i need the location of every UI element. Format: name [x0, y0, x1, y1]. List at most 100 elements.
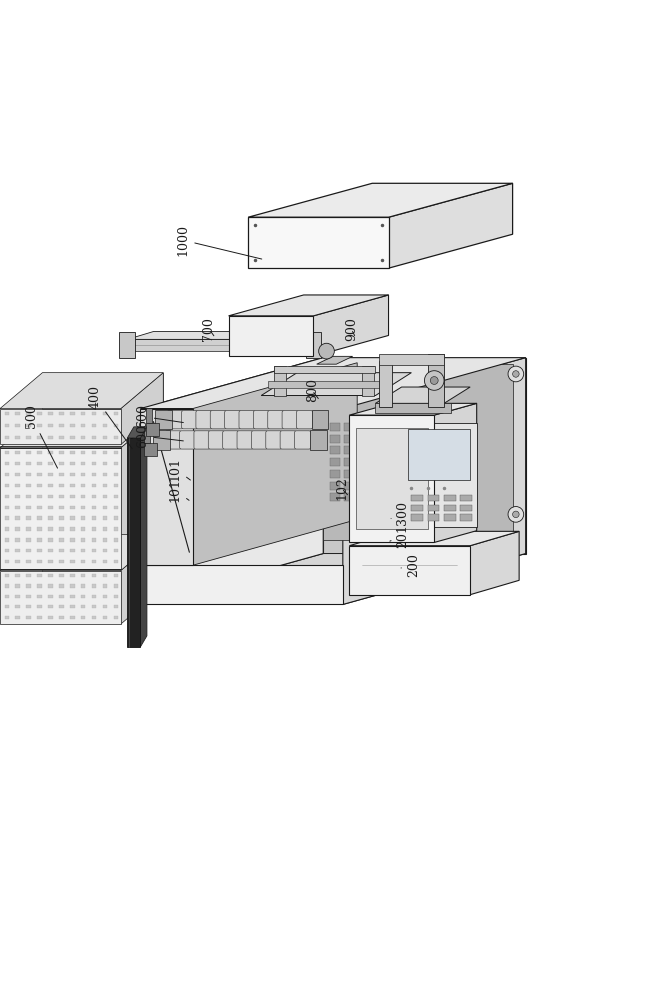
Polygon shape — [408, 429, 470, 480]
Polygon shape — [146, 423, 159, 436]
Polygon shape — [140, 554, 526, 604]
Bar — [81, 516, 86, 520]
Polygon shape — [349, 546, 470, 595]
Bar — [37, 412, 42, 415]
Polygon shape — [387, 435, 398, 443]
Bar — [92, 495, 97, 498]
Polygon shape — [0, 571, 121, 624]
Polygon shape — [356, 428, 428, 529]
Polygon shape — [358, 493, 369, 501]
Bar — [70, 506, 74, 509]
Bar — [81, 506, 86, 509]
Polygon shape — [127, 438, 140, 647]
Polygon shape — [349, 415, 434, 542]
Bar — [103, 451, 107, 454]
Bar — [428, 514, 439, 521]
Bar — [81, 412, 86, 415]
Bar — [81, 527, 86, 531]
Bar — [26, 424, 31, 427]
Bar — [114, 538, 118, 542]
Bar — [26, 605, 31, 608]
Bar — [16, 424, 20, 427]
Polygon shape — [330, 435, 340, 443]
FancyBboxPatch shape — [295, 431, 311, 449]
Bar — [103, 574, 107, 577]
Circle shape — [508, 507, 524, 522]
Bar — [16, 549, 20, 552]
Bar — [48, 527, 53, 531]
Bar — [59, 560, 64, 563]
Text: 300: 300 — [391, 501, 409, 525]
Bar — [37, 462, 42, 465]
FancyBboxPatch shape — [266, 431, 282, 449]
Polygon shape — [344, 470, 355, 478]
Bar — [92, 451, 97, 454]
Circle shape — [319, 343, 334, 359]
Polygon shape — [330, 493, 340, 501]
FancyBboxPatch shape — [280, 431, 296, 449]
Polygon shape — [0, 448, 121, 569]
Bar — [16, 527, 20, 531]
Polygon shape — [0, 409, 121, 444]
Bar — [16, 462, 20, 465]
Bar — [37, 516, 42, 520]
Polygon shape — [261, 373, 411, 396]
FancyBboxPatch shape — [167, 411, 183, 429]
Bar — [37, 484, 42, 487]
Polygon shape — [387, 458, 398, 466]
Bar — [103, 412, 107, 415]
Bar — [114, 506, 118, 509]
Text: 201: 201 — [390, 524, 409, 548]
Bar — [59, 584, 64, 588]
Polygon shape — [362, 366, 374, 396]
Polygon shape — [0, 373, 163, 409]
Bar — [48, 595, 53, 598]
Polygon shape — [274, 366, 375, 373]
Bar — [103, 516, 107, 520]
Bar — [81, 616, 86, 619]
Bar — [48, 473, 53, 476]
Polygon shape — [344, 458, 355, 466]
Bar — [114, 424, 118, 427]
Polygon shape — [310, 430, 326, 450]
Bar — [26, 451, 31, 454]
Polygon shape — [274, 366, 286, 396]
Bar — [81, 495, 86, 498]
Bar — [70, 605, 74, 608]
Bar — [103, 538, 107, 542]
Polygon shape — [127, 339, 313, 351]
Bar — [114, 549, 118, 552]
Bar — [5, 495, 9, 498]
Bar — [26, 574, 31, 577]
Bar — [59, 495, 64, 498]
Polygon shape — [119, 332, 135, 358]
Bar — [81, 549, 86, 552]
Bar — [114, 595, 118, 598]
Bar — [59, 616, 64, 619]
Polygon shape — [434, 403, 477, 542]
Polygon shape — [140, 358, 323, 604]
Bar — [92, 473, 97, 476]
Text: 800: 800 — [306, 378, 319, 402]
Bar — [26, 560, 31, 563]
Bar — [114, 495, 118, 498]
Text: 900: 900 — [345, 317, 358, 341]
Polygon shape — [373, 482, 383, 490]
Bar — [37, 424, 42, 427]
FancyBboxPatch shape — [239, 411, 255, 429]
Bar — [37, 595, 42, 598]
Bar — [59, 595, 64, 598]
Bar — [444, 505, 456, 511]
Polygon shape — [358, 458, 369, 466]
FancyBboxPatch shape — [165, 431, 182, 449]
FancyBboxPatch shape — [223, 431, 239, 449]
Bar — [48, 495, 53, 498]
Bar — [114, 560, 118, 563]
Polygon shape — [193, 363, 357, 565]
Bar — [70, 473, 74, 476]
Polygon shape — [306, 332, 321, 358]
Bar — [70, 595, 74, 598]
Bar — [70, 549, 74, 552]
Bar — [70, 616, 74, 619]
Text: 600: 600 — [136, 424, 183, 448]
